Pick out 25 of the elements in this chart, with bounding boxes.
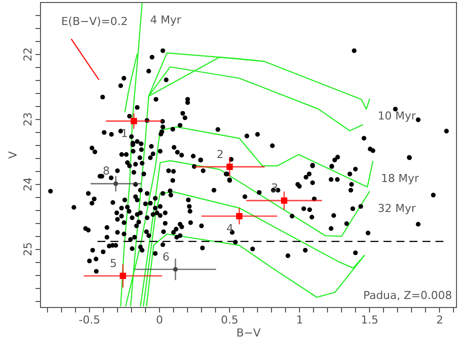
series-label: 1 xyxy=(120,127,128,140)
series-label: 5 xyxy=(110,256,117,270)
series-label: 18 Myr xyxy=(380,172,420,185)
series-label: 10 Myr xyxy=(378,110,416,123)
y-tick-label: 24 xyxy=(22,177,34,192)
series-label: 32 Myr xyxy=(378,202,416,216)
x-tick-label: 1 xyxy=(296,314,304,326)
series-label: 2 xyxy=(216,148,224,161)
y-tick-label: 22 xyxy=(22,47,34,62)
series-label: E(B−V)=0.2 xyxy=(61,14,128,28)
x-tick-label: 2 xyxy=(436,314,444,326)
x-tick-label: -0.5 xyxy=(78,314,100,326)
y-tick-label: 25 xyxy=(22,242,34,256)
series-label: 6 xyxy=(162,250,170,264)
x-tick-label: 0.5 xyxy=(220,314,238,326)
x-axis-title: B−V xyxy=(236,326,262,340)
x-tick-label: 0 xyxy=(156,314,164,326)
y-axis-title: V xyxy=(6,150,20,159)
series-label: 4 Myr xyxy=(150,14,182,27)
series-label: 4 xyxy=(226,222,234,236)
series-label: 3 xyxy=(271,182,278,195)
y-tick-label: 23 xyxy=(22,112,34,126)
series-label: 8 xyxy=(102,164,110,178)
annotation: Padua, Z=0.008 xyxy=(363,289,452,302)
x-tick-label: 1.5 xyxy=(360,314,378,326)
